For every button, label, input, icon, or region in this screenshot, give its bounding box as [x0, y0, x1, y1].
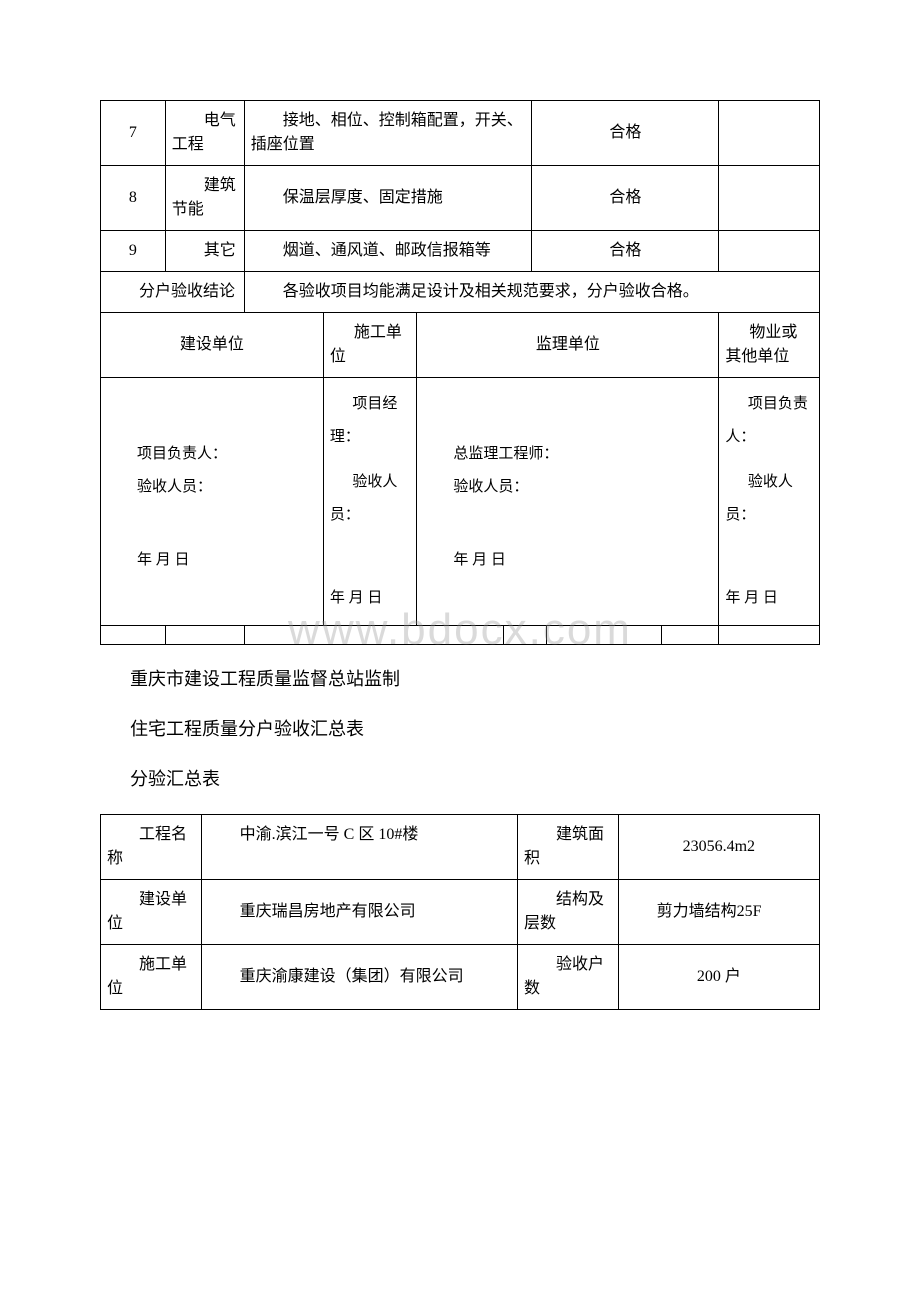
role-label: 项目负责人： [725, 388, 813, 454]
table-row: 8 建筑节能 保温层厚度、固定措施 合格 [101, 166, 820, 231]
summary-value: 200 户 [618, 944, 819, 1009]
body-text-1: 重庆市建设工程质量监督总站监制 [130, 663, 820, 695]
signature-cell: 总监理工程师： 验收人员： 年 月 日 [417, 378, 719, 626]
row-content: 烟道、通风道、邮政信报箱等 [244, 231, 532, 272]
row-result: 合格 [532, 101, 719, 166]
role-label: 验收人员： [330, 466, 410, 532]
body-text-2: 住宅工程质量分户验收汇总表 [130, 713, 820, 745]
date-label: 年 月 日 [330, 582, 410, 615]
role-label: 项目经理： [330, 388, 410, 454]
role-label: 验收人员： [423, 471, 712, 504]
signature-row: 项目负责人： 验收人员： 年 月 日 项目经理： 验收人员： 年 月 日 总监理… [101, 378, 820, 626]
table-row: 7 电气工程 接地、相位、控制箱配置，开关、插座位置 合格 [101, 101, 820, 166]
table-row: 工程名称 中渝.滨江一号 C 区 10#楼 建筑面积 23056.4m2 [101, 814, 820, 879]
date-label: 年 月 日 [107, 544, 317, 577]
summary-value: 剪力墙结构25F [618, 879, 819, 944]
date-label: 年 月 日 [725, 582, 813, 615]
summary-label: 工程名称 [101, 814, 202, 879]
summary-table: 工程名称 中渝.滨江一号 C 区 10#楼 建筑面积 23056.4m2 建设单… [100, 814, 820, 1010]
signature-cell: 项目负责人： 验收人员： 年 月 日 [719, 378, 820, 626]
row-number: 8 [101, 166, 166, 231]
row-content: 接地、相位、控制箱配置，开关、插座位置 [244, 101, 532, 166]
row-number: 7 [101, 101, 166, 166]
row-number: 9 [101, 231, 166, 272]
unit-header: 物业或其他单位 [719, 313, 820, 378]
date-label: 年 月 日 [423, 544, 712, 577]
table-row: 9 其它 烟道、通风道、邮政信报箱等 合格 [101, 231, 820, 272]
summary-value: 重庆渝康建设（集团）有限公司 [201, 944, 517, 1009]
unit-header-row: 建设单位 施工单位 监理单位 物业或其他单位 [101, 313, 820, 378]
summary-value: 重庆瑞昌房地产有限公司 [201, 879, 517, 944]
empty-row [101, 626, 820, 644]
conclusion-text: 各验收项目均能满足设计及相关规范要求，分户验收合格。 [244, 272, 819, 313]
role-label: 验收人员： [107, 471, 317, 504]
row-category: 其它 [165, 231, 244, 272]
row-result: 合格 [532, 166, 719, 231]
inspection-table: 7 电气工程 接地、相位、控制箱配置，开关、插座位置 合格 8 建筑节能 保温层… [100, 100, 820, 313]
table-row: 建设单位 重庆瑞昌房地产有限公司 结构及层数 剪力墙结构25F [101, 879, 820, 944]
summary-value: 中渝.滨江一号 C 区 10#楼 [201, 814, 517, 879]
row-empty [719, 166, 820, 231]
conclusion-label: 分户验收结论 [101, 272, 245, 313]
role-label: 总监理工程师： [423, 438, 712, 471]
row-result: 合格 [532, 231, 719, 272]
signature-cell: 项目经理： 验收人员： 年 月 日 [323, 378, 416, 626]
row-category: 电气工程 [165, 101, 244, 166]
unit-header: 施工单位 [323, 313, 416, 378]
signature-cell: 项目负责人： 验收人员： 年 月 日 [101, 378, 324, 626]
row-content: 保温层厚度、固定措施 [244, 166, 532, 231]
body-text-3: 分验汇总表 [130, 763, 820, 795]
unit-header: 建设单位 [101, 313, 324, 378]
conclusion-row: 分户验收结论 各验收项目均能满足设计及相关规范要求，分户验收合格。 [101, 272, 820, 313]
summary-label: 建筑面积 [518, 814, 619, 879]
row-category: 建筑节能 [165, 166, 244, 231]
empty-row-table [100, 626, 820, 645]
summary-label: 验收户数 [518, 944, 619, 1009]
table-row: 施工单位 重庆渝康建设（集团）有限公司 验收户数 200 户 [101, 944, 820, 1009]
summary-label: 建设单位 [101, 879, 202, 944]
summary-label: 结构及层数 [518, 879, 619, 944]
role-label: 验收人员： [725, 466, 813, 532]
summary-label: 施工单位 [101, 944, 202, 1009]
row-empty [719, 231, 820, 272]
summary-value: 23056.4m2 [618, 814, 819, 879]
role-label: 项目负责人： [107, 438, 317, 471]
unit-header-table: 建设单位 施工单位 监理单位 物业或其他单位 项目负责人： 验收人员： 年 月 … [100, 313, 820, 626]
unit-header: 监理单位 [417, 313, 719, 378]
row-empty [719, 101, 820, 166]
